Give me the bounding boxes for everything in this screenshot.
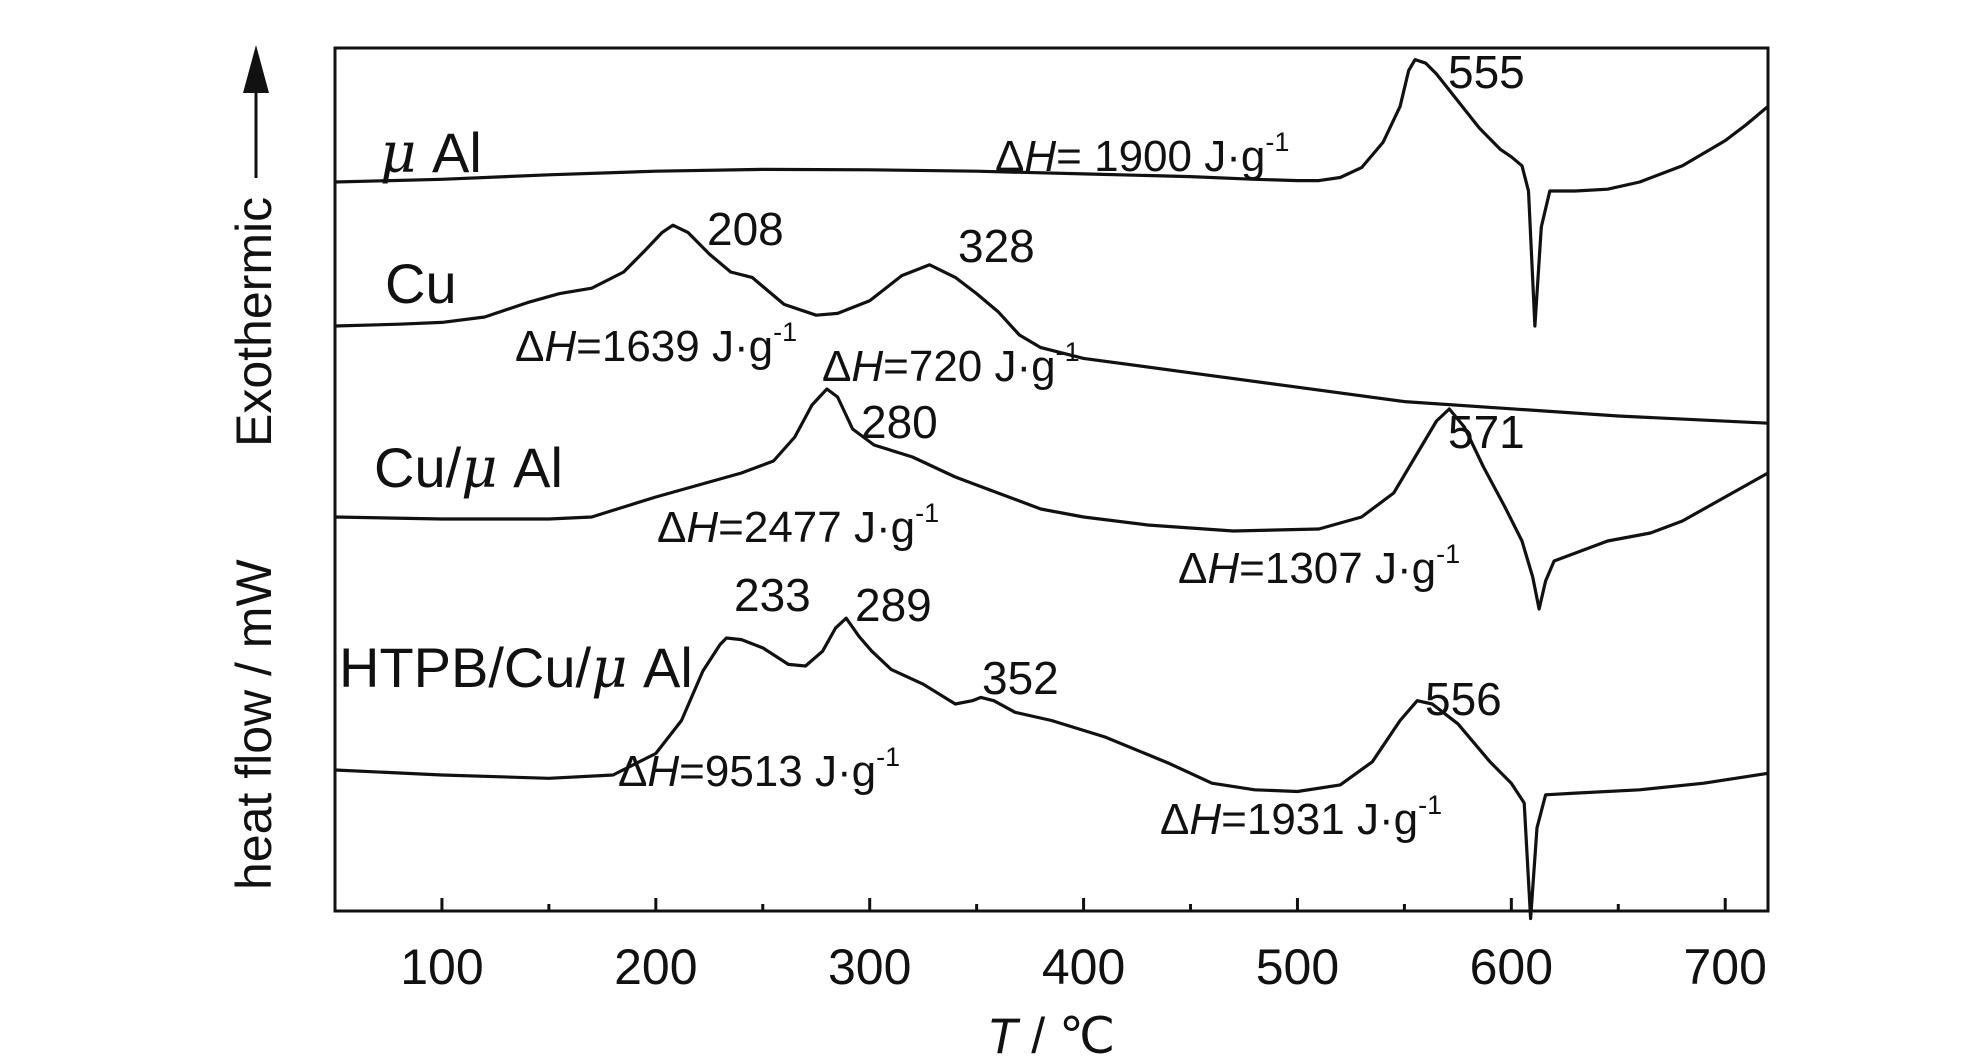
x-tick-label: 700 — [1684, 939, 1767, 995]
series-line — [334, 616, 1769, 921]
peak-label: 289 — [855, 579, 932, 631]
enthalpy-annotation: ΔH=1931 J·g-1 — [1160, 790, 1442, 844]
curves — [334, 58, 1770, 921]
enthalpy-annotation: ΔH=1639 J·g-1 — [515, 317, 797, 371]
x-axis: 100 200 300 400 500 600 700 — [333, 898, 1767, 995]
enthalpy-annotation: ΔH=720 J·g-1 — [822, 337, 1080, 391]
series-line — [334, 387, 1769, 611]
series-line — [334, 58, 1770, 328]
peak-label: 233 — [734, 569, 811, 621]
x-tick-label: 400 — [1042, 939, 1125, 995]
peak-labels: 555 208 328 280 571 233 289 352 556 — [707, 46, 1525, 725]
enthalpy-annotation: ΔH= 1900 J·g-1 — [995, 127, 1289, 181]
enthalpy-annotation: ΔH=1307 J·g-1 — [1178, 539, 1460, 593]
exothermic-arrow-icon — [243, 45, 269, 93]
series-label: Cu — [385, 252, 457, 315]
peak-label: 280 — [861, 396, 938, 448]
enthalpy-annotation: ΔH=9513 J·g-1 — [618, 742, 900, 796]
x-tick-label: 500 — [1256, 939, 1339, 995]
peak-label: 555 — [1448, 46, 1525, 98]
x-axis-title: T / ℃ — [987, 1008, 1115, 1062]
peak-label: 208 — [707, 203, 784, 255]
y-axis-title: heat flow / mW — [226, 559, 282, 890]
peak-label: 352 — [982, 652, 1059, 704]
dh-labels: ΔH= 1900 J·g-1 ΔH=1639 J·g-1 ΔH=720 J·g-1 Δ… — [515, 127, 1460, 844]
x-tick-label: 300 — [828, 939, 911, 995]
x-axis-title-unit: / ℃ — [1017, 1008, 1115, 1062]
series-label: μ Al — [380, 121, 482, 186]
enthalpy-annotation: ΔH=2477 J·g-1 — [657, 498, 939, 552]
y-axis-title-group: heat flow / mW Exothermic — [226, 45, 282, 890]
peak-label: 571 — [1448, 406, 1525, 458]
series-line — [334, 223, 1769, 425]
series-label: Cu/μ Al — [374, 436, 563, 501]
x-tick-label: 600 — [1470, 939, 1553, 995]
peak-label: 556 — [1425, 673, 1502, 725]
x-axis-title-symbol: T — [987, 1008, 1021, 1062]
plot-frame — [333, 46, 1770, 913]
peak-label: 328 — [958, 220, 1035, 272]
exothermic-label: Exothermic — [226, 197, 282, 447]
series-labels: μ Al Cu Cu/μ Al HTPB/Cu/μ Al — [339, 121, 693, 701]
series-label: HTPB/Cu/μ Al — [339, 636, 693, 701]
x-tick-label: 100 — [400, 939, 483, 995]
x-tick-label: 200 — [614, 939, 697, 995]
